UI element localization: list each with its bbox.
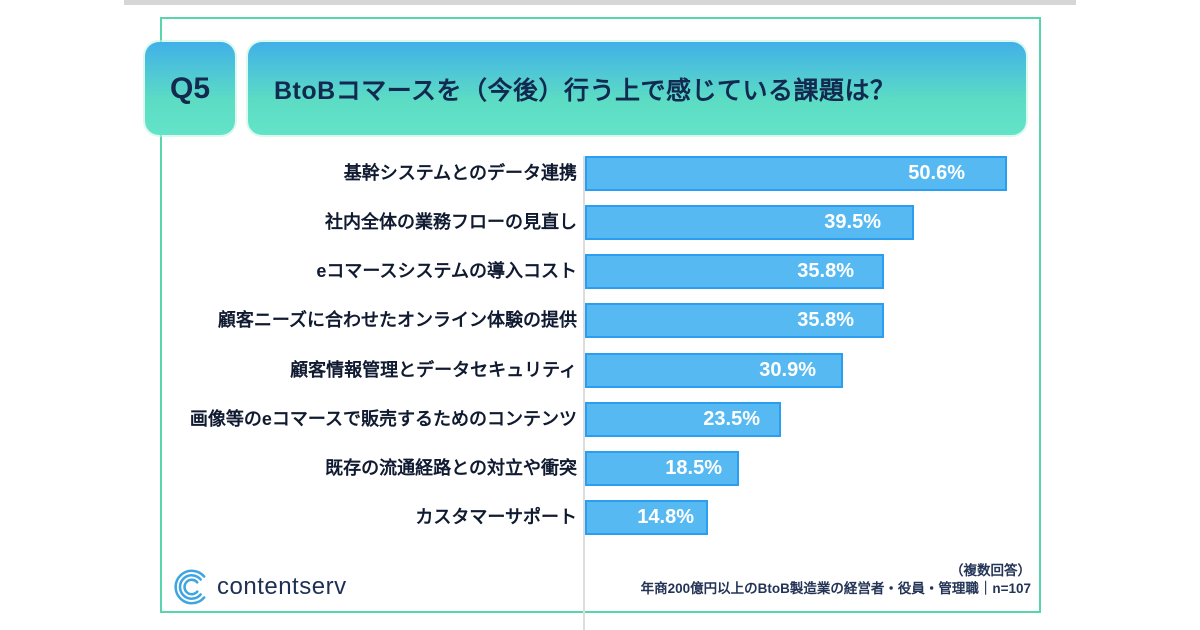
question-number-text: Q5	[169, 71, 211, 105]
bar-value-label: 18.5%	[665, 457, 722, 479]
footnote-multiple-answers: （複数回答）	[950, 563, 1031, 578]
bar: 30.9%	[585, 353, 843, 388]
contentserv-logo-icon	[174, 569, 206, 605]
contentserv-logo: contentserv	[172, 567, 347, 607]
bar: 50.6%	[585, 156, 1007, 191]
category-label: eコマースシステムの導入コスト	[316, 261, 577, 281]
chart-row: 顧客ニーズに合わせたオンライン体験の提供 35.8%	[165, 303, 884, 338]
question-title-bar: BtoBコマースを（今後）行う上で感じている課題は？	[248, 42, 1026, 135]
chart-row: 顧客情報管理とデータセキュリティ 30.9%	[165, 353, 843, 388]
bar-value-label: 30.9%	[759, 359, 816, 381]
category-label: カスタマーサポート	[415, 507, 577, 527]
bar-value-label: 35.8%	[797, 309, 854, 331]
bar: 14.8%	[585, 500, 708, 535]
bar-value-label: 39.5%	[824, 211, 881, 233]
chart-axis-line	[583, 156, 585, 630]
chart-row: カスタマーサポート 14.8%	[165, 500, 708, 535]
bar: 23.5%	[585, 402, 781, 437]
bar-value-label: 23.5%	[703, 408, 760, 430]
category-label: 顧客ニーズに合わせたオンライン体験の提供	[217, 310, 577, 330]
bar-chart: 基幹システムとのデータ連携 50.6% 社内全体の業務フローの見直し 39.5% eコマ…	[165, 156, 1031, 556]
bar-value-label: 35.8%	[797, 260, 854, 282]
question-text: BtoBコマースを（今後）行う上で感じている課題は？	[274, 76, 896, 105]
category-label: 基幹システムとのデータ連携	[343, 163, 577, 183]
category-label: 画像等のeコマースで販売するためのコンテンツ	[189, 409, 577, 429]
chart-row: eコマースシステムの導入コスト 35.8%	[165, 254, 884, 289]
chart-row: 基幹システムとのデータ連携 50.6%	[165, 156, 1007, 191]
chart-row: 既存の流通経路との対立や衝突 18.5%	[165, 451, 739, 486]
bar: 39.5%	[585, 205, 914, 240]
bar: 18.5%	[585, 451, 739, 486]
bar: 35.8%	[585, 254, 884, 289]
bar-value-label: 50.6%	[908, 162, 965, 184]
question-number-badge: Q5	[145, 42, 235, 135]
chart-row: 社内全体の業務フローの見直し 39.5%	[165, 205, 914, 240]
page-top-rule	[124, 0, 1076, 5]
category-label: 既存の流通経路との対立や衝突	[325, 458, 577, 478]
bar: 35.8%	[585, 303, 884, 338]
footnote-sample: 年商200億円以上のBtoB製造業の経営者・役員・管理職｜n=107	[640, 581, 1031, 596]
bar-value-label: 14.8%	[637, 506, 694, 528]
chart-row: 画像等のeコマースで販売するためのコンテンツ 23.5%	[165, 402, 781, 437]
category-label: 顧客情報管理とデータセキュリティ	[290, 360, 577, 380]
category-label: 社内全体の業務フローの見直し	[325, 212, 577, 232]
contentserv-logo-text: contentserv	[217, 573, 347, 600]
survey-footnote: （複数回答） 年商200億円以上のBtoB製造業の経営者・役員・管理職｜n=10…	[600, 562, 1031, 598]
